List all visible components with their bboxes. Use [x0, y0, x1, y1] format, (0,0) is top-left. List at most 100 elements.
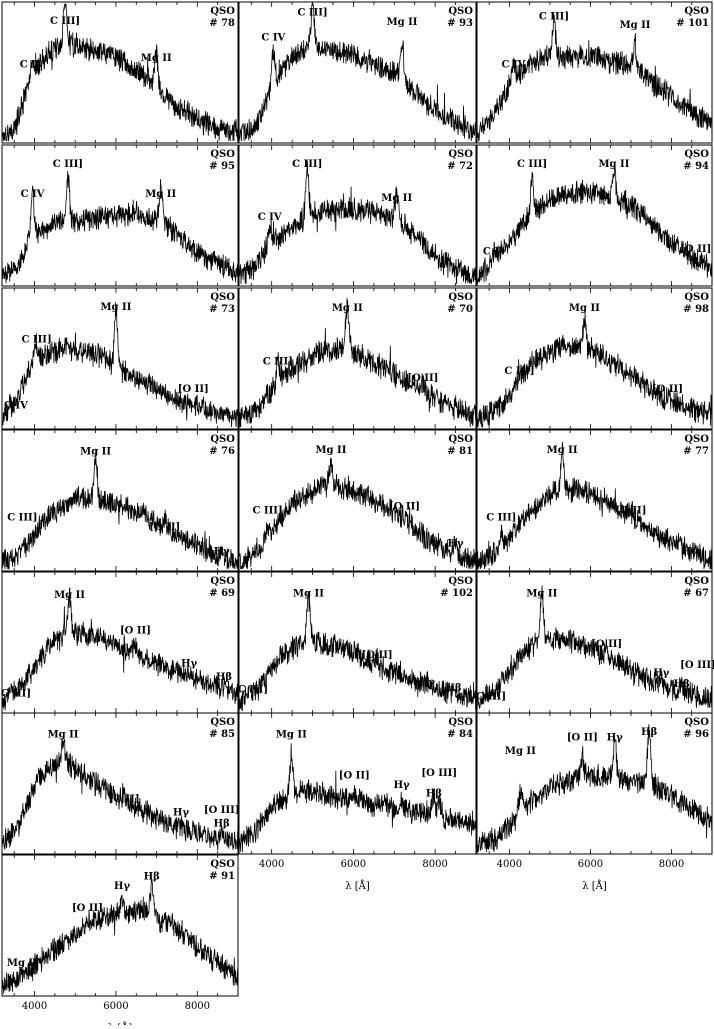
spectrum-line [238, 160, 477, 285]
qso-id: # 102 [440, 588, 473, 599]
emission-line-label: Hβ [674, 679, 690, 690]
x-axis-label: λ [Å] [345, 880, 370, 892]
spectrum-panel: QSO# 101 C IV C III] Mg II [476, 1, 713, 144]
emission-line-label: C IV [20, 60, 44, 71]
emission-line-label: Mg II [80, 447, 111, 458]
panel-frame [1, 854, 239, 997]
qso-label: QSO [448, 149, 473, 160]
qso-label: QSO [210, 717, 235, 728]
qso-label: QSO [448, 6, 473, 17]
emission-line-label: [O II] [149, 522, 180, 533]
spectrum-panel: QSO# 73 C IV C III] Mg II [O II] [1, 287, 239, 430]
panel-frame [1, 1, 239, 144]
spectrum-line [476, 12, 713, 142]
emission-line-label: Hβ [426, 788, 442, 799]
emission-line-label: C IV [21, 189, 45, 200]
qso-id: # 84 [447, 729, 473, 740]
emission-line-label: Hγ [448, 538, 464, 549]
emission-line-label: C III] [517, 159, 547, 170]
x-axis-label: λ [Å] [582, 880, 607, 892]
emission-line-label: Mg II [526, 589, 557, 600]
qso-label: QSO [448, 576, 473, 587]
qso-label: QSO [210, 6, 235, 17]
x-tick-label: 8000 [659, 859, 684, 870]
panel-frame [238, 712, 477, 855]
spectrum-panel: QSO# 94 C IV C III] Mg II [O II] [476, 144, 713, 287]
emission-line-label: Mg II [381, 193, 412, 204]
emission-line-label: [O II] [680, 244, 711, 255]
qso-label: QSO [210, 434, 235, 445]
spectrum-line [1, 587, 239, 711]
emission-line-label: Hγ [607, 732, 623, 743]
qso-id: # 98 [683, 304, 709, 315]
spectrum-line [1, 170, 239, 284]
emission-line-label: [O II] [389, 501, 420, 512]
qso-id: # 78 [209, 18, 235, 29]
panel-frame [1, 144, 239, 287]
emission-line-label: Mg II [100, 302, 131, 313]
spectrum-line [476, 312, 713, 429]
spectrum-panel: QSO# 93 C IV C III] Mg II [238, 1, 477, 144]
emission-line-label: Hγ [173, 808, 189, 819]
emission-line-label: C III] [504, 366, 534, 377]
x-tick-label: 6000 [578, 859, 603, 870]
emission-line-label: C IV [261, 32, 285, 43]
qso-label: QSO [684, 6, 709, 17]
x-tick-label: 8000 [422, 859, 447, 870]
emission-line-label: Hβ [641, 727, 657, 738]
emission-line-label: C IV [258, 212, 282, 223]
emission-line-label: Mg II [332, 303, 363, 314]
spectrum-line [1, 738, 239, 851]
emission-line-label: Mg II [387, 17, 418, 28]
x-tick-label: 6000 [103, 1001, 128, 1012]
qso-id: # 81 [447, 446, 473, 457]
qso-label: QSO [684, 149, 709, 160]
spectrum-panel: QSO# 81 C III] Mg II [O II] Hγ [238, 429, 477, 572]
emission-line-label: Hβ [216, 672, 232, 683]
emission-line-label: [O II] [339, 771, 370, 782]
emission-line-label: C III] [263, 357, 293, 368]
qso-id: # 67 [683, 588, 709, 599]
qso-id: # 73 [209, 304, 235, 315]
emission-line-label: Hγ [181, 658, 197, 669]
panel-frame [238, 144, 477, 287]
spectrum-panel: QSO# 70 C III] Mg II [O II] [238, 287, 477, 430]
qso-label: QSO [210, 292, 235, 303]
emission-line-label: C III] [21, 335, 51, 346]
panel-frame [1, 429, 239, 572]
emission-line-label: Mg II [505, 746, 536, 757]
qso-id: # 96 [683, 729, 709, 740]
spectrum-panel: QSO# 69 C III] Mg II [O II] Hγ Hβ [1, 571, 239, 714]
x-tick-label: 4000 [259, 859, 284, 870]
emission-line-label: [O III] [680, 660, 714, 671]
qso-id: # 94 [683, 161, 709, 172]
panel-frame [1, 571, 239, 714]
emission-line-label: Mg II [7, 958, 38, 969]
spectrum-line [1, 448, 239, 570]
emission-line-label: Mg II [276, 730, 307, 741]
spectrum-line [1, 302, 239, 428]
emission-line-label: C IV [502, 60, 526, 71]
emission-line-label: [O III] [421, 768, 457, 779]
emission-line-label: Mg II [598, 159, 629, 170]
emission-line-label: Hβ [144, 872, 160, 883]
emission-line-label: Mg II [293, 589, 324, 600]
qso-id: # 77 [683, 446, 709, 457]
emission-line-label: C III] [50, 16, 80, 27]
qso-label: QSO [210, 576, 235, 587]
emission-line-label: [O II] [109, 794, 140, 805]
spectrum-panel: QSO# 84 Mg II [O II] Hγ Hβ [O III] 4000 6000 800… [238, 712, 477, 892]
qso-id: # 85 [209, 729, 235, 740]
emission-line-label: [O II] [120, 626, 151, 637]
x-tick-label: 4000 [22, 1001, 47, 1012]
emission-line-label: [O II] [652, 384, 683, 395]
spectrum-panel: QSO# 102 C III] Mg II [O II] Hγ Hβ [238, 571, 477, 714]
emission-line-label: [O II] [567, 732, 598, 743]
emission-line-label: Hγ [653, 668, 669, 679]
panel-frame [238, 429, 477, 572]
emission-line-label: Hγ [682, 547, 698, 558]
panel-frame [476, 712, 713, 855]
spectrum-line [476, 724, 713, 853]
emission-line-label: C III] [238, 684, 268, 695]
